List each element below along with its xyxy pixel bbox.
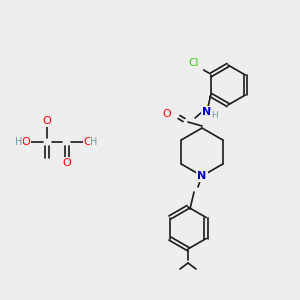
Text: N: N bbox=[197, 171, 207, 181]
Text: O: O bbox=[22, 137, 30, 147]
Text: O: O bbox=[84, 137, 92, 147]
Text: H: H bbox=[211, 112, 218, 121]
Text: N: N bbox=[202, 107, 211, 117]
Text: H: H bbox=[15, 137, 23, 147]
Text: O: O bbox=[163, 109, 171, 119]
Text: O: O bbox=[63, 158, 71, 168]
Text: Cl: Cl bbox=[188, 58, 199, 68]
Text: H: H bbox=[90, 137, 98, 147]
Text: O: O bbox=[43, 116, 51, 126]
